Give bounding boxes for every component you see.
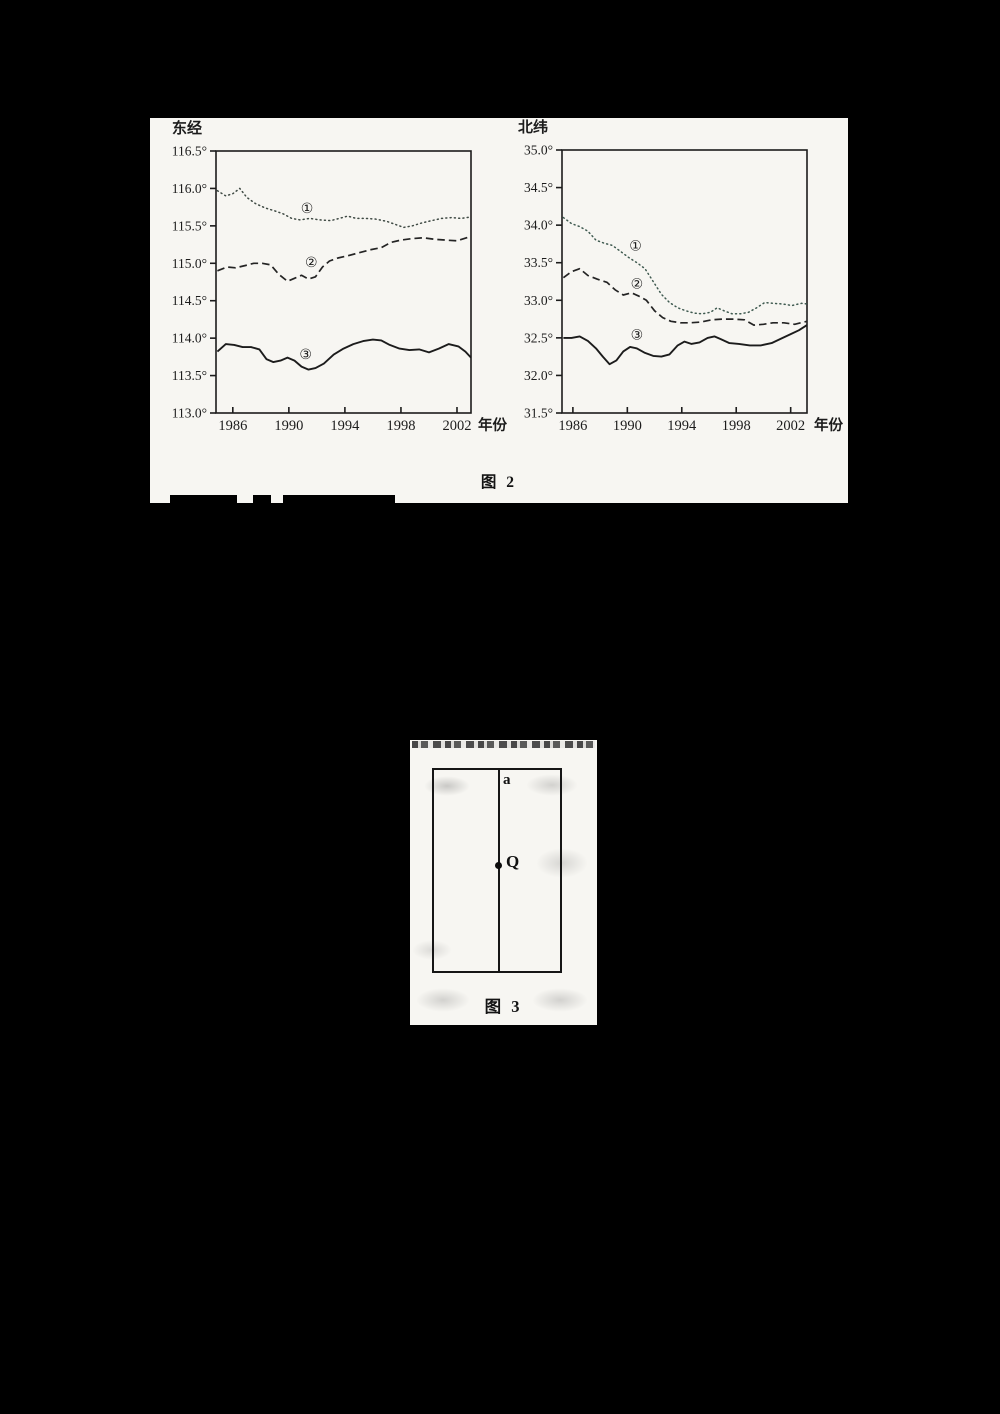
x-tick-label: 2002 [776, 418, 805, 434]
scan-smudge [424, 776, 470, 796]
longitude-chart: 东经 116.5° 116.0° 115.5° 115.0° 114.5° 114.0° 11… [172, 119, 508, 434]
axis-title: 北纬 [518, 118, 548, 136]
scan-smudge [416, 988, 470, 1012]
series-line-dashed [562, 267, 808, 326]
y-tick-label: 34.5° [524, 180, 553, 195]
y-tick-label: 113.0° [172, 406, 207, 421]
line-a-label: a [503, 772, 511, 788]
series-line-dotted [216, 187, 472, 229]
figure2-charts-canvas: 东经 116.5° 116.0° 115.5° 115.0° 114.5° 114.0° 11… [172, 118, 844, 434]
y-tick-label: 114.0° [172, 331, 207, 346]
figure3-caption: 图 3 [484, 997, 523, 1016]
plot-frame [215, 150, 472, 414]
scan-smudge [532, 988, 588, 1012]
y-tick-label: 33.0° [524, 293, 553, 308]
series-annotation: ② [305, 255, 318, 271]
series-annotation: ② [631, 276, 644, 292]
figure3-scan-block: a Q 图 3 [410, 740, 597, 1025]
axis-title: 东经 [172, 119, 202, 137]
scan-noise-band [412, 741, 595, 748]
plot-frame [561, 149, 808, 414]
x-tick-label: 1990 [613, 418, 642, 434]
scan-notch-artifact [253, 495, 271, 503]
x-tick-label: 1986 [558, 418, 587, 434]
latitude-chart: 北纬 35.0° 34.5° 34.0° 33.5° 33.0° 32.5° 32.0° 31.… [518, 118, 843, 434]
series-annotation: ③ [631, 327, 644, 343]
diagram-rectangle [432, 768, 562, 973]
x-tick-label: 1986 [218, 418, 247, 434]
x-tick-label: 2002 [442, 418, 471, 434]
series-line-dashed [217, 235, 472, 283]
y-tick-label: 114.5° [172, 293, 207, 308]
scan-notch-artifact [170, 495, 237, 503]
figure2-caption: 图 2 [480, 474, 518, 491]
y-tick-label: 115.0° [172, 256, 207, 271]
x-tick-label: 1998 [386, 418, 415, 434]
series-line-dotted [562, 216, 808, 315]
scan-smudge [536, 848, 588, 878]
y-tick-label: 35.0° [524, 143, 553, 158]
point-q-label: Q [506, 852, 520, 871]
figure2-scan-block: 东经 116.5° 116.0° 115.5° 115.0° 114.5° 114.0° 11… [150, 118, 848, 503]
diagram-line-a [498, 768, 500, 973]
y-tick-label: 34.0° [524, 218, 553, 233]
y-tick-label: 116.0° [172, 181, 207, 196]
series-line-solid [563, 324, 808, 366]
x-axis-unit-label: 年份 [478, 416, 507, 434]
y-tick-label: 116.5° [172, 144, 207, 159]
series-annotation: ① [301, 201, 314, 217]
y-tick-label: 33.5° [524, 255, 553, 270]
series-annotation: ③ [299, 347, 312, 363]
series-line-solid [216, 338, 472, 371]
y-tick-label: 31.5° [524, 406, 553, 421]
x-tick-label: 1994 [330, 418, 360, 434]
y-tick-label: 32.5° [524, 330, 553, 345]
x-tick-label: 1998 [722, 418, 751, 434]
scan-notch-artifact [283, 495, 395, 503]
point-q-dot [495, 862, 502, 869]
x-tick-label: 1994 [667, 418, 697, 434]
x-tick-label: 1990 [274, 418, 303, 434]
y-tick-label: 32.0° [524, 368, 553, 383]
y-tick-label: 113.5° [172, 368, 207, 383]
series-annotation: ① [629, 239, 642, 255]
x-axis-unit-label: 年份 [814, 416, 843, 434]
y-tick-label: 115.5° [172, 218, 207, 233]
scan-smudge [526, 774, 578, 796]
